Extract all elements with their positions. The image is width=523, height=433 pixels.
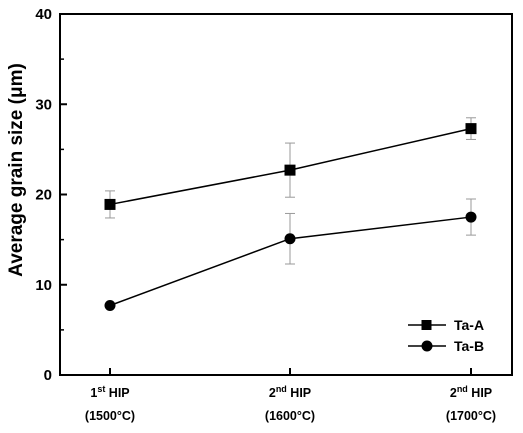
series-layer bbox=[104, 117, 477, 312]
series-ta-a bbox=[104, 117, 477, 219]
data-point bbox=[284, 233, 296, 245]
legend: Ta-A Ta-B bbox=[408, 317, 484, 354]
y-tick-label: 20 bbox=[35, 187, 52, 204]
y-tick-label: 40 bbox=[35, 6, 52, 23]
x-tick-label: 1st HIP bbox=[90, 384, 129, 400]
data-point bbox=[104, 198, 116, 210]
y-tick-label: 30 bbox=[35, 96, 52, 113]
data-point bbox=[465, 123, 477, 135]
y-tick-label: 0 bbox=[44, 367, 52, 384]
y-axis: 0 10 20 30 40 bbox=[35, 6, 67, 384]
x-tick-sublabel: (1600°C) bbox=[265, 409, 315, 423]
legend-label: Ta-B bbox=[454, 338, 484, 354]
plot-frame bbox=[59, 13, 513, 376]
x-tick-sublabel: (1700°C) bbox=[446, 409, 496, 423]
y-tick-label: 10 bbox=[35, 277, 52, 294]
legend-item-ta-b: Ta-B bbox=[408, 338, 484, 354]
legend-marker bbox=[421, 340, 433, 352]
legend-label: Ta-A bbox=[454, 317, 484, 333]
x-tick-sublabel: (1500°C) bbox=[85, 409, 135, 423]
legend-marker bbox=[421, 320, 432, 330]
data-point bbox=[465, 211, 477, 223]
x-axis: 1st HIP (1500°C) 2nd HIP (1600°C) 2nd HIP (17… bbox=[85, 368, 496, 423]
data-point bbox=[284, 164, 296, 176]
legend-item-ta-a: Ta-A bbox=[408, 317, 484, 333]
y-axis-title: Average grain size (μm) bbox=[6, 63, 27, 277]
series-ta-b bbox=[104, 198, 477, 312]
x-tick-label: 2nd HIP bbox=[269, 384, 311, 400]
plot-border bbox=[59, 13, 513, 376]
x-tick-label: 2nd HIP bbox=[450, 384, 492, 400]
data-point bbox=[104, 300, 116, 312]
